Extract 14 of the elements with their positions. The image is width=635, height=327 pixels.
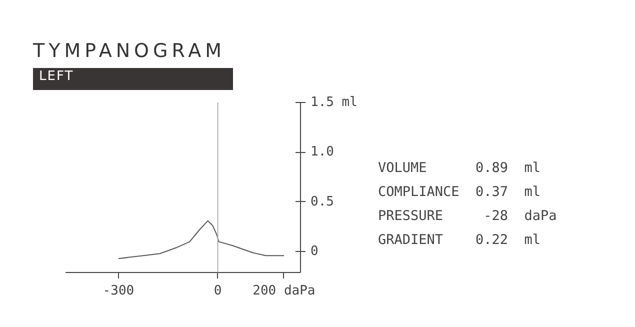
text: VOLUME 0.89 ml <box>378 159 542 178</box>
y-tick-label: 1.5 ml <box>310 95 358 110</box>
y-tick-label: 1.0 <box>310 144 334 160</box>
chart-subtitle: LEFT <box>39 68 74 86</box>
line-series <box>118 220 284 260</box>
x-tick-label: 0 <box>214 284 222 298</box>
text: GRADIENT 0.22 ml <box>378 231 542 250</box>
y-tick-label: 0.5 <box>310 194 334 210</box>
x-tick-label: -300 <box>102 284 134 298</box>
chart-title: TYMPANOGRAM <box>33 39 226 64</box>
text: COMPLIANCE 0.37 ml <box>378 183 542 202</box>
x-tick-label: 200 daPa <box>252 284 316 298</box>
text: PRESSURE -28 daPa <box>378 207 557 226</box>
y-tick-label: 0 <box>310 244 318 260</box>
